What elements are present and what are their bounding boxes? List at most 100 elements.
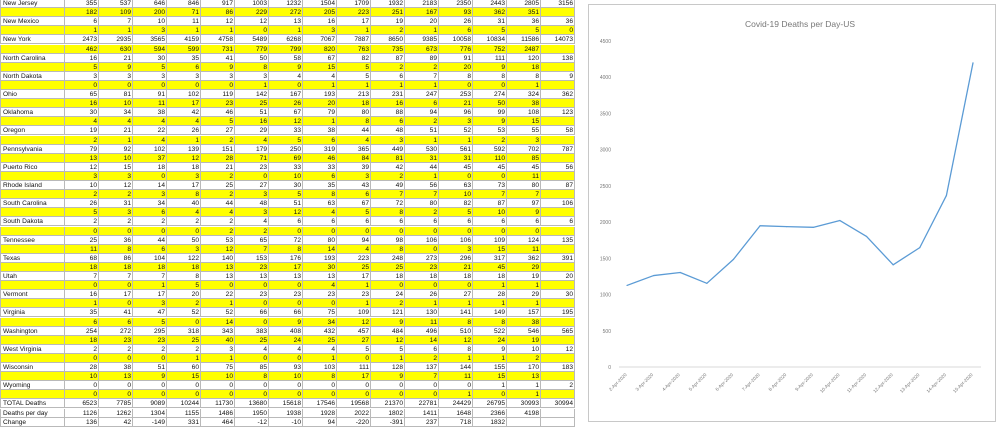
cell[interactable]: 50 [473, 99, 507, 109]
cell[interactable]: 18 [167, 262, 201, 272]
cell[interactable]: 28 [473, 290, 507, 300]
cell[interactable]: 71 [167, 8, 201, 18]
cell[interactable]: 2 [167, 344, 201, 354]
cell[interactable]: 237 [405, 417, 439, 427]
cell[interactable]: 46 [201, 108, 235, 118]
cell[interactable]: 4 [133, 117, 167, 127]
cell[interactable]: 179 [235, 144, 269, 154]
cell[interactable]: 92 [99, 144, 133, 154]
cell[interactable]: 44 [133, 235, 167, 245]
cell[interactable]: 10 [507, 344, 541, 354]
cell[interactable]: 6 [371, 71, 405, 81]
cell[interactable]: 96 [439, 108, 473, 118]
cell[interactable]: 22 [201, 290, 235, 300]
cell[interactable]: 0 [133, 353, 167, 363]
cell[interactable]: 0 [201, 390, 235, 400]
cell[interactable]: 362 [541, 90, 575, 99]
cell[interactable]: 1262 [99, 408, 133, 418]
cell[interactable]: 546 [507, 326, 541, 336]
cell[interactable]: -10 [269, 417, 303, 427]
cell[interactable]: 4 [167, 208, 201, 218]
cell[interactable]: 94 [337, 235, 371, 245]
cell[interactable]: 91 [439, 53, 473, 63]
cell[interactable]: 122 [167, 253, 201, 263]
cell[interactable]: 731 [201, 44, 235, 54]
cell[interactable]: 93 [269, 363, 303, 372]
cell[interactable]: 11 [507, 171, 541, 181]
cell[interactable]: 2805 [507, 0, 541, 8]
row-label[interactable] [0, 226, 65, 236]
cell[interactable]: 1928 [303, 408, 337, 418]
cell[interactable]: 1 [405, 26, 439, 36]
cell[interactable]: 7 [405, 372, 439, 382]
cell[interactable]: 15618 [269, 399, 303, 409]
cell[interactable]: 15 [99, 162, 133, 172]
cell[interactable]: 26 [269, 99, 303, 109]
cell[interactable]: 2 [99, 217, 133, 227]
cell[interactable]: 0 [235, 171, 269, 181]
cell[interactable]: 27 [201, 126, 235, 136]
cell[interactable]: 247 [405, 90, 439, 99]
cell[interactable]: 85 [507, 153, 541, 163]
cell[interactable]: 763 [337, 44, 371, 54]
cell[interactable]: 6 [167, 62, 201, 72]
cell[interactable]: 0 [269, 299, 303, 309]
cell[interactable]: 0 [405, 390, 439, 400]
cell[interactable]: 561 [439, 144, 473, 154]
cell[interactable]: 18 [439, 272, 473, 281]
cell[interactable]: 223 [337, 8, 371, 18]
cell[interactable]: 0 [133, 80, 167, 90]
cell[interactable]: 102 [167, 90, 201, 99]
cell[interactable]: 530 [405, 144, 439, 154]
cell[interactable]: 6 [133, 244, 167, 254]
cell[interactable]: 108 [507, 108, 541, 118]
cell[interactable]: 12 [269, 208, 303, 218]
cell[interactable]: 121 [371, 308, 405, 318]
cell[interactable]: 13 [65, 153, 99, 163]
cell[interactable]: 1 [337, 80, 371, 90]
row-label[interactable]: Utah [0, 272, 65, 281]
cell[interactable]: 103 [303, 363, 337, 372]
cell[interactable]: 0 [235, 281, 269, 291]
cell[interactable]: 46 [303, 153, 337, 163]
cell[interactable]: 1 [371, 80, 405, 90]
cell[interactable]: -149 [133, 417, 167, 427]
cell[interactable]: 3156 [541, 0, 575, 8]
cell[interactable]: 10058 [439, 35, 473, 45]
cell[interactable]: 5 [65, 208, 99, 218]
cell[interactable]: 1411 [405, 408, 439, 418]
cell[interactable]: 17 [269, 262, 303, 272]
cell[interactable]: 0 [167, 317, 201, 327]
cell[interactable]: 26 [439, 17, 473, 27]
cell[interactable]: 21 [439, 99, 473, 109]
cell[interactable]: 365 [337, 144, 371, 154]
cell[interactable]: 30 [65, 108, 99, 118]
cell[interactable]: 383 [235, 326, 269, 336]
cell[interactable]: 9 [371, 317, 405, 327]
cell[interactable]: 0 [65, 353, 99, 363]
cell[interactable]: 66 [235, 308, 269, 318]
cell[interactable]: 799 [269, 44, 303, 54]
row-label[interactable] [0, 335, 65, 345]
cell[interactable]: 599 [167, 44, 201, 54]
cell[interactable]: 3 [507, 135, 541, 145]
cell[interactable]: 20 [303, 99, 337, 109]
cell[interactable]: 0 [337, 381, 371, 391]
cell[interactable]: 2350 [439, 0, 473, 8]
cell[interactable]: 2 [405, 353, 439, 363]
cell[interactable]: 9 [473, 117, 507, 127]
cell[interactable]: 0 [235, 299, 269, 309]
cell[interactable]: 0 [405, 281, 439, 291]
cell[interactable]: 7067 [303, 35, 337, 45]
cell[interactable]: 787 [541, 144, 575, 154]
cell[interactable]: 73 [473, 181, 507, 190]
cell[interactable]: 3 [439, 117, 473, 127]
cell[interactable]: 52 [439, 126, 473, 136]
cell[interactable]: 1 [473, 381, 507, 391]
cell[interactable]: 6 [405, 217, 439, 227]
cell[interactable]: 22 [133, 126, 167, 136]
cell[interactable]: 1304 [133, 408, 167, 418]
cell[interactable]: 0 [405, 226, 439, 236]
cell[interactable]: 27 [235, 181, 269, 190]
cell[interactable]: 15 [473, 244, 507, 254]
